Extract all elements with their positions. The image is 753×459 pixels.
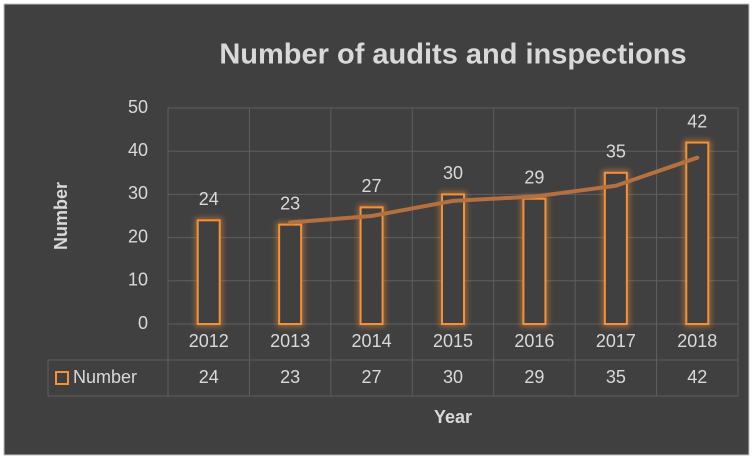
x-tick-label: 2016 <box>514 331 554 351</box>
table-value: 35 <box>606 367 626 387</box>
table-value: 30 <box>443 367 463 387</box>
bar <box>603 171 628 325</box>
table-value: 42 <box>687 367 707 387</box>
legend-label: Number <box>73 367 137 387</box>
x-tick-label: 2015 <box>433 331 473 351</box>
bar <box>441 193 465 325</box>
y-tick-label: 50 <box>128 97 148 117</box>
x-tick-label: 2012 <box>189 331 229 351</box>
y-tick-label: 10 <box>128 270 148 290</box>
table-value: 23 <box>280 367 300 387</box>
bar <box>278 223 303 325</box>
table-value: 24 <box>199 367 219 387</box>
x-tick-label: 2014 <box>352 331 392 351</box>
bar <box>522 197 547 325</box>
legend-swatch <box>55 371 69 385</box>
y-tick-label: 40 <box>128 140 148 160</box>
y-axis-title: Number <box>51 182 71 250</box>
data-label: 23 <box>280 193 300 213</box>
data-label: 27 <box>362 176 382 196</box>
table-value: 29 <box>524 367 544 387</box>
x-tick-label: 2017 <box>596 331 636 351</box>
chart-title: Number of audits and inspections <box>219 39 686 71</box>
trend-line <box>288 155 700 225</box>
y-tick-label: 20 <box>128 226 148 246</box>
y-tick-label: 30 <box>128 183 148 203</box>
data-label: 42 <box>687 111 707 131</box>
table-value: 27 <box>362 367 382 387</box>
x-axis-title: Year <box>434 407 472 427</box>
bar <box>685 141 710 325</box>
data-label: 29 <box>524 167 544 187</box>
data-label: 30 <box>443 163 463 183</box>
x-tick-label: 2018 <box>677 331 717 351</box>
bar <box>359 206 384 325</box>
y-tick-label: 0 <box>138 313 148 333</box>
x-tick-label: 2013 <box>270 331 310 351</box>
data-label: 35 <box>606 142 626 162</box>
bar <box>196 219 221 326</box>
data-label: 24 <box>199 189 219 209</box>
